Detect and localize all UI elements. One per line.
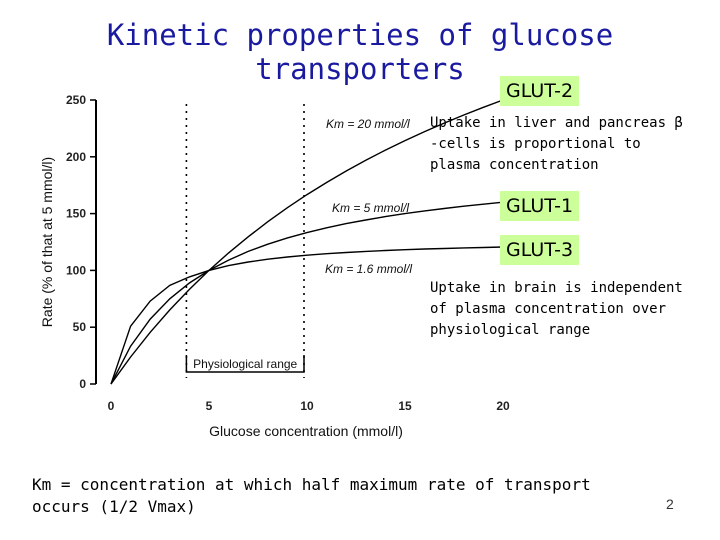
x-tick-label: 0 bbox=[108, 399, 115, 413]
slide-title: Kinetic properties of glucose transporte… bbox=[106, 18, 614, 86]
tag-glut1: GLUT-1 bbox=[500, 191, 580, 221]
note-glut3: Uptake in brain is independent of plasma… bbox=[430, 278, 683, 341]
series-label: Km = 1.6 mmol/l bbox=[325, 262, 412, 276]
y-tick-label: 0 bbox=[79, 377, 86, 391]
x-tick-label: 10 bbox=[300, 399, 314, 413]
x-tick-label: 15 bbox=[398, 399, 412, 413]
x-axis-label: Glucose concentration (mmol/l) bbox=[209, 423, 403, 439]
footer-definition: Km = concentration at which half maximum… bbox=[32, 474, 652, 518]
note-glut2-line: -cells is proportional to bbox=[430, 136, 641, 152]
series-line-km-20 bbox=[110, 99, 504, 385]
note-glut3-line: of plasma concentration over bbox=[430, 301, 667, 317]
note-glut3-line: Uptake in brain is independent bbox=[430, 280, 683, 296]
note-glut3-line: physiological range bbox=[430, 322, 591, 338]
footer-line: Km = concentration at which half maximum… bbox=[32, 475, 591, 494]
tag-glut2: GLUT-2 bbox=[500, 76, 580, 106]
x-tick-label: 20 bbox=[496, 399, 510, 413]
footer-line: occurs (1/2 Vmax) bbox=[32, 497, 196, 516]
y-axis-label: Rate (% of that at 5 mmol/l) bbox=[39, 157, 55, 327]
physiological-range-label: Physiological range bbox=[193, 357, 297, 371]
series-label: Km = 20 mmol/l bbox=[326, 117, 410, 131]
series-line-km-5 bbox=[110, 201, 504, 385]
y-tick-label: 200 bbox=[66, 150, 86, 164]
series-label: Km = 5 mmol/l bbox=[332, 201, 409, 215]
y-tick-label: 150 bbox=[66, 207, 86, 221]
note-glut2-line: Uptake in liver and pancreas β bbox=[430, 115, 683, 131]
note-glut2: Uptake in liver and pancreas β -cells is… bbox=[430, 113, 683, 176]
y-tick-label: 100 bbox=[66, 263, 86, 277]
physiological-range-bracket bbox=[185, 355, 305, 373]
y-tick-label: 50 bbox=[73, 320, 87, 334]
series-line-km-1.6 bbox=[110, 246, 504, 385]
note-glut2-line: plasma concentration bbox=[430, 157, 599, 173]
y-tick-label: 250 bbox=[66, 93, 86, 107]
page-number: 2 bbox=[666, 496, 674, 512]
x-tick-label: 5 bbox=[206, 399, 213, 413]
tag-glut3: GLUT-3 bbox=[500, 235, 580, 265]
